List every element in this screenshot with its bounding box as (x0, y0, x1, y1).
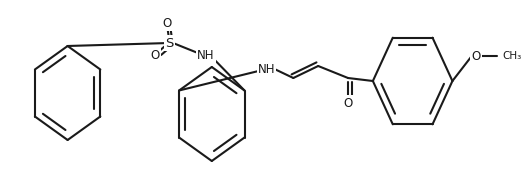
Text: NH: NH (197, 49, 215, 62)
Text: O: O (163, 17, 171, 30)
Text: O: O (343, 97, 352, 110)
Text: CH₃: CH₃ (502, 51, 521, 61)
Text: S: S (165, 36, 173, 49)
Text: O: O (150, 49, 160, 62)
Text: O: O (472, 49, 481, 62)
Text: NH: NH (258, 62, 275, 76)
